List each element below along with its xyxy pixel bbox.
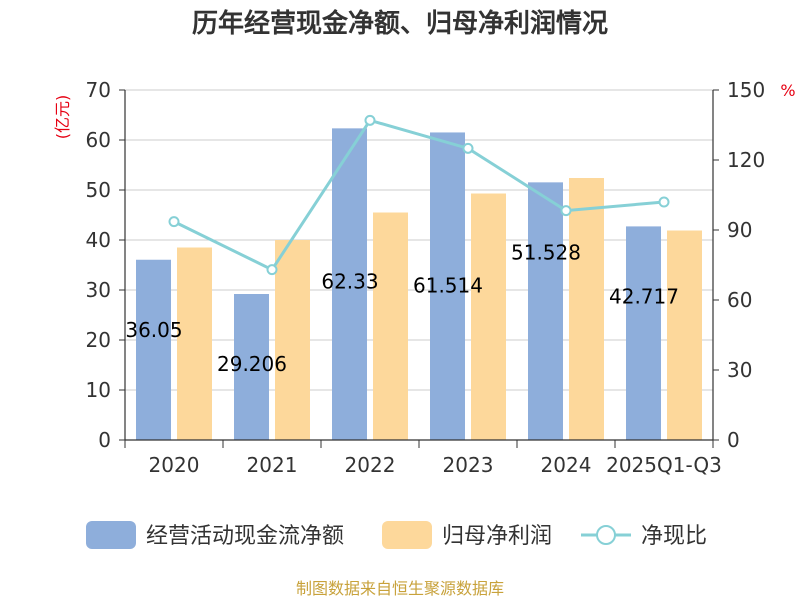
cashflow-value-label: 51.528 bbox=[511, 240, 581, 264]
chart-title: 历年经营现金净额、归母净利润情况 bbox=[192, 8, 608, 39]
data-source: 制图数据来自恒生聚源数据库 bbox=[296, 579, 504, 598]
x-axis-tick-label: 2023 bbox=[443, 453, 494, 477]
axes: 0 10 20 30 40 50 60 70 0 30 60 90 120 150 2020 2021 2022… bbox=[86, 78, 766, 477]
ratio-point bbox=[658, 196, 670, 208]
left-axis-tick-label: 0 bbox=[98, 428, 111, 452]
ratio-point bbox=[266, 264, 278, 276]
legend-swatch-ratio-marker bbox=[596, 525, 616, 545]
ratio-line bbox=[168, 114, 670, 276]
right-axis-unit: % bbox=[780, 81, 795, 100]
left-axis-tick-label: 20 bbox=[86, 328, 111, 352]
cashflow-bar bbox=[234, 294, 269, 440]
x-axis-tick-label: 2024 bbox=[541, 453, 592, 477]
left-axis-unit: (亿元) bbox=[53, 95, 72, 140]
legend-label-ratio: 净现比 bbox=[641, 524, 707, 549]
x-axis-tick-label: 2025Q1-Q3 bbox=[606, 453, 722, 477]
left-axis-tick-label: 10 bbox=[86, 378, 111, 402]
cashflow-bar bbox=[430, 132, 465, 440]
net-profit-bar bbox=[667, 230, 702, 440]
legend-swatch-cashflow bbox=[86, 521, 136, 549]
legend: 经营活动现金流净额 归母净利润 净现比 bbox=[86, 521, 707, 549]
cashflow-value-label: 62.33 bbox=[321, 269, 378, 293]
right-axis-tick-label: 150 bbox=[727, 78, 765, 102]
x-axis-tick-label: 2022 bbox=[345, 453, 396, 477]
cashflow-value-label: 36.05 bbox=[125, 318, 182, 342]
right-axis-tick-label: 0 bbox=[727, 428, 740, 452]
left-axis-tick-label: 70 bbox=[86, 78, 111, 102]
left-axis-tick-label: 30 bbox=[86, 278, 111, 302]
left-axis-tick-label: 60 bbox=[86, 128, 111, 152]
ratio-point bbox=[364, 114, 376, 126]
right-axis-tick-label: 60 bbox=[727, 288, 752, 312]
left-axis-tick-label: 40 bbox=[86, 228, 111, 252]
bars: 36.05 29.206 62.33 61.514 51.528 42.717 bbox=[125, 128, 702, 440]
cashflow-value-label: 42.717 bbox=[609, 284, 679, 308]
net-profit-bar bbox=[373, 212, 408, 440]
left-axis-tick-label: 50 bbox=[86, 178, 111, 202]
grid bbox=[125, 89, 713, 391]
legend-label-net-profit: 归母净利润 bbox=[442, 524, 552, 549]
net-profit-bar bbox=[275, 240, 310, 440]
right-axis-tick-label: 90 bbox=[727, 218, 752, 242]
right-axis-tick-label: 30 bbox=[727, 358, 752, 382]
cashflow-bar bbox=[332, 128, 367, 440]
cashflow-value-label: 29.206 bbox=[217, 352, 287, 376]
cashflow-bar bbox=[528, 182, 563, 440]
x-axis-tick-label: 2021 bbox=[247, 453, 298, 477]
cashflow-value-label: 61.514 bbox=[413, 273, 483, 297]
net-profit-bar bbox=[569, 178, 604, 440]
net-profit-bar bbox=[177, 247, 212, 440]
ratio-line-path bbox=[173, 118, 665, 272]
x-axis-tick-label: 2020 bbox=[149, 453, 200, 477]
net-profit-bar bbox=[471, 193, 506, 440]
cashflow-bar bbox=[626, 226, 661, 440]
legend-swatch-net-profit bbox=[382, 521, 432, 549]
legend-label-cashflow: 经营活动现金流净额 bbox=[146, 524, 344, 549]
ratio-point bbox=[462, 142, 474, 154]
right-axis-tick-label: 120 bbox=[727, 148, 765, 172]
ratio-point bbox=[560, 205, 572, 217]
cashflow-bar bbox=[136, 259, 171, 440]
ratio-point bbox=[168, 216, 180, 228]
